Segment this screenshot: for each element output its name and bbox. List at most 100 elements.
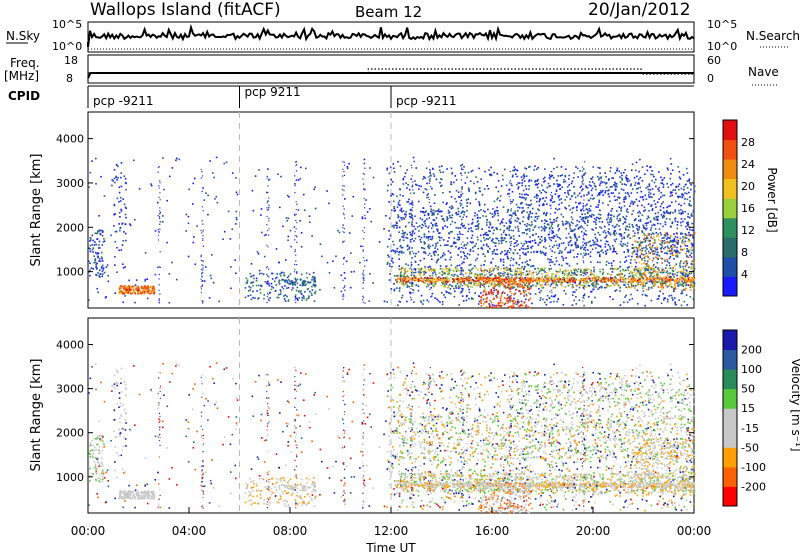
echo-point	[579, 282, 581, 284]
echo-point	[93, 255, 95, 257]
echo-point	[416, 279, 418, 282]
echo-point	[364, 167, 366, 169]
echo-point	[635, 284, 637, 287]
echo-point	[549, 285, 551, 287]
echo-point	[396, 250, 398, 253]
echo-point	[548, 228, 551, 230]
echo-point	[454, 268, 457, 270]
echo-point	[523, 175, 526, 178]
echo-point	[530, 246, 532, 248]
echo-point	[571, 244, 573, 246]
echo-point	[611, 267, 613, 270]
echo-point	[595, 282, 598, 285]
echo-point	[494, 210, 496, 213]
echo-point	[404, 277, 407, 279]
echo-point	[451, 172, 454, 174]
echo-point	[608, 218, 611, 221]
echo-point	[575, 206, 578, 209]
echo-point	[159, 210, 161, 212]
echo-point	[689, 196, 691, 198]
echo-point	[624, 243, 626, 246]
echo-point	[115, 163, 118, 166]
echo-point	[680, 304, 683, 307]
echo-point	[543, 181, 545, 183]
echo-point	[508, 214, 511, 217]
echo-point	[432, 272, 434, 274]
echo-point	[602, 271, 605, 274]
echo-point	[641, 275, 643, 277]
echo-point	[283, 298, 286, 300]
echo-point	[251, 275, 253, 277]
echo-point	[536, 218, 539, 220]
echo-point	[517, 305, 520, 307]
echo-point	[411, 268, 413, 270]
echo-point	[671, 296, 674, 299]
echo-point	[396, 280, 398, 283]
power-scatter	[88, 112, 696, 309]
echo-point	[650, 227, 653, 229]
echo-point	[543, 229, 546, 232]
echo-point	[411, 175, 413, 177]
echo-point	[415, 275, 417, 278]
echo-point	[442, 171, 444, 173]
echo-point	[519, 306, 521, 309]
echo-point	[521, 304, 524, 307]
echo-point	[620, 234, 623, 236]
echo-point	[582, 207, 584, 209]
echo-point	[493, 285, 495, 288]
echo-point	[571, 284, 574, 286]
echo-point	[286, 295, 288, 298]
echo-point	[482, 210, 485, 212]
echo-point	[633, 177, 636, 179]
echo-point	[626, 192, 629, 194]
echo-point	[399, 286, 401, 289]
echo-point	[669, 283, 671, 286]
echo-point	[604, 190, 607, 192]
echo-point	[363, 279, 365, 282]
echo-point	[476, 276, 479, 278]
echo-point	[517, 299, 519, 301]
echo-point	[540, 229, 543, 232]
echo-point	[594, 283, 596, 286]
echo-point	[404, 269, 406, 271]
echo-point	[593, 241, 595, 244]
echo-point	[439, 171, 442, 174]
echo-point	[406, 286, 409, 288]
echo-point	[612, 251, 614, 253]
echo-point	[521, 232, 524, 234]
echo-point	[666, 182, 668, 185]
echo-point	[201, 171, 203, 173]
echo-point	[570, 229, 573, 232]
echo-point	[499, 228, 502, 231]
echo-point	[571, 286, 574, 288]
echo-point	[644, 173, 646, 175]
echo-point	[686, 180, 689, 182]
echo-point	[602, 202, 604, 204]
echo-point	[559, 175, 562, 177]
echo-point	[560, 166, 563, 168]
echo-point	[504, 268, 506, 271]
echo-point	[547, 233, 550, 236]
echo-point	[522, 216, 525, 218]
echo-point	[342, 227, 344, 229]
echo-point	[497, 240, 500, 242]
echo-point	[407, 277, 409, 279]
echo-point	[446, 291, 448, 294]
echo-point	[618, 213, 621, 215]
echo-point	[585, 272, 587, 274]
echo-point	[583, 233, 586, 236]
echo-point	[541, 267, 544, 269]
echo-point	[566, 263, 569, 265]
echo-point	[397, 201, 400, 204]
echo-point	[296, 203, 298, 205]
echo-point	[483, 283, 486, 285]
echo-point	[447, 244, 449, 246]
echo-point	[543, 225, 546, 227]
echo-point	[681, 271, 683, 273]
echo-point	[264, 281, 266, 283]
echo-point	[440, 215, 443, 217]
echo-point	[444, 284, 446, 287]
echo-point	[607, 284, 609, 287]
echo-point	[554, 193, 557, 195]
echo-point	[291, 282, 294, 285]
